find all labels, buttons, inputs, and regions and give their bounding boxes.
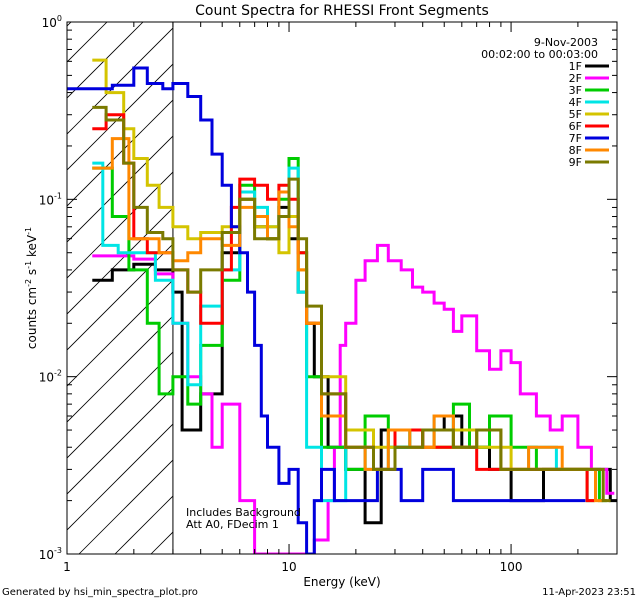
series-6F — [92, 113, 595, 503]
chart-title: Count Spectra for RHESSI Front Segments — [195, 3, 489, 19]
y-tick-label: 10-1 — [39, 191, 62, 207]
y-label-part3: keV — [25, 234, 39, 261]
y-tick-mantissa: 10 — [39, 371, 54, 385]
footer-timestamp: 11-Apr-2023 23:51 — [542, 587, 636, 598]
y-tick-mantissa: 10 — [39, 193, 54, 207]
y-label-part2: s — [25, 269, 39, 279]
y-label-exp2: -1 — [24, 261, 33, 269]
legend-label-1F: 1F — [569, 60, 582, 73]
hatch-line — [67, 27, 173, 135]
legend-label-5F: 5F — [569, 108, 582, 121]
series-2F — [92, 243, 615, 554]
legend-label-2F: 2F — [569, 72, 582, 85]
hatch-line — [67, 22, 144, 99]
legend: 9-Nov-2003 00:02:00 to 00:03:00 1F2F3F4F… — [481, 36, 609, 169]
x-tick-label: 100 — [500, 560, 523, 574]
series-1F — [92, 197, 617, 525]
y-label-exp3: -1 — [24, 227, 33, 235]
y-tick-mantissa: 10 — [39, 548, 54, 562]
x-tick-label: 10 — [281, 560, 296, 574]
axis-ticks — [66, 21, 618, 555]
plot-frame — [66, 21, 618, 555]
hatch-line — [0, 0, 103, 554]
y-tick-exponent: 0 — [57, 14, 62, 23]
x-tick-label: 1 — [63, 560, 71, 574]
series-7F — [67, 66, 586, 554]
y-tick-label: 100 — [42, 14, 62, 30]
hatch-line — [67, 423, 173, 531]
hatch-line — [67, 387, 173, 495]
y-tick-exponent: -3 — [54, 546, 62, 555]
legend-time-range: 00:02:00 to 00:03:00 — [481, 48, 598, 61]
y-label-part1: counts cm — [25, 287, 39, 349]
y-tick-exponent: -1 — [54, 191, 62, 200]
hatch-line — [67, 22, 108, 63]
legend-label-4F: 4F — [569, 96, 582, 109]
y-tick-mantissa: 10 — [42, 16, 57, 30]
series-9F — [92, 105, 611, 503]
y-tick-exponent: -2 — [54, 369, 62, 378]
x-tick-labels: 1 10 100 — [63, 560, 522, 574]
legend-label-9F: 9F — [569, 156, 582, 169]
legend-label-8F: 8F — [569, 144, 582, 157]
annotation-attenuator: Att A0, FDecim 1 — [186, 518, 279, 531]
hatch-line — [67, 171, 173, 279]
footer-generated-by: Generated by hsi_min_spectra_plot.pro — [2, 587, 198, 598]
legend-date: 9-Nov-2003 — [534, 36, 598, 49]
x-axis-label: Energy (keV) — [303, 575, 380, 589]
legend-label-6F: 6F — [569, 120, 582, 133]
legend-label-7F: 7F — [569, 132, 582, 145]
y-axis-label: counts cm-2 s-1 keV-1 — [24, 227, 39, 349]
y-label-exp1: -2 — [24, 279, 33, 287]
y-tick-label: 10-2 — [39, 369, 62, 385]
hatch-line — [67, 351, 173, 459]
series-layer — [67, 58, 617, 554]
legend-label-3F: 3F — [569, 84, 582, 97]
y-tick-label: 10-3 — [39, 546, 62, 562]
annotation-background: Includes Background — [186, 506, 301, 519]
